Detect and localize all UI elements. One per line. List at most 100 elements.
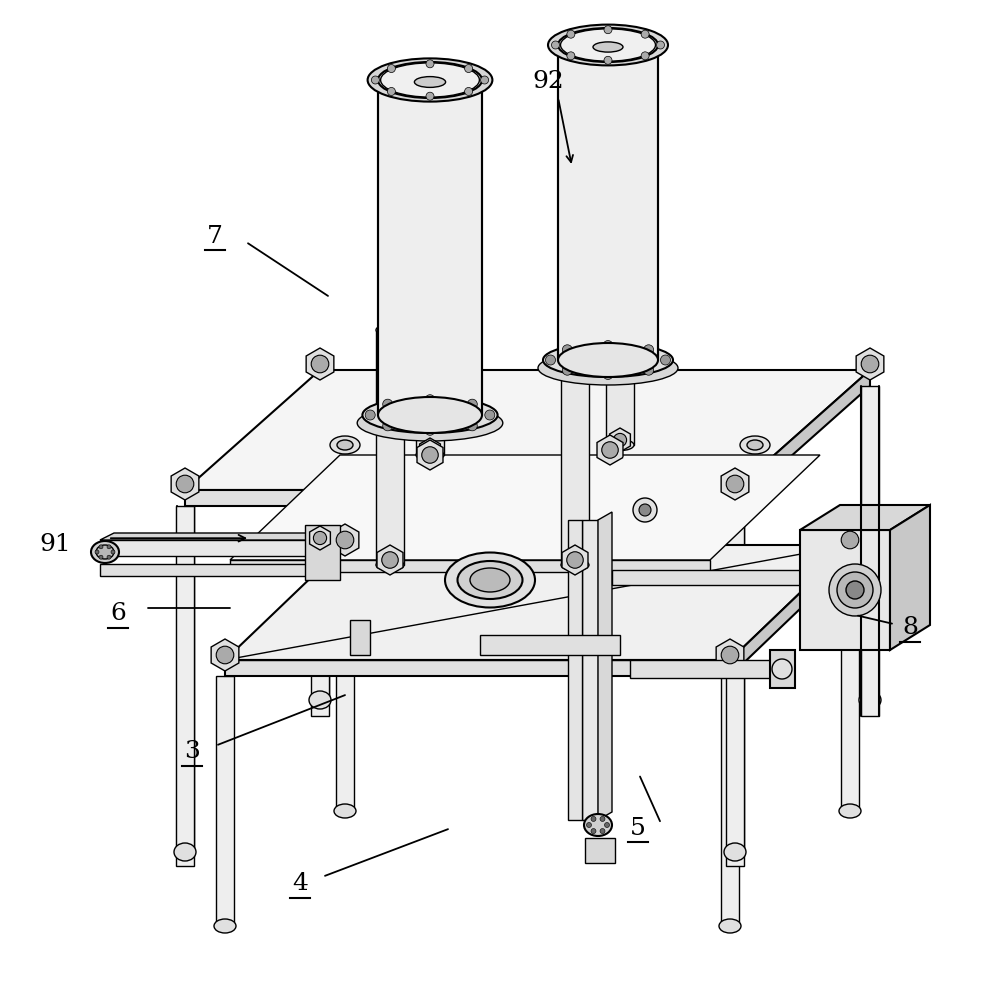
Ellipse shape — [548, 25, 668, 66]
Circle shape — [604, 822, 610, 827]
Circle shape — [336, 531, 354, 549]
Circle shape — [644, 345, 654, 355]
Polygon shape — [890, 505, 930, 650]
Ellipse shape — [470, 568, 510, 592]
Polygon shape — [800, 505, 930, 530]
Bar — [770, 650, 795, 688]
Circle shape — [567, 52, 575, 60]
Circle shape — [644, 365, 654, 375]
Ellipse shape — [416, 450, 444, 461]
Polygon shape — [100, 540, 310, 556]
Ellipse shape — [558, 343, 658, 377]
Text: 3: 3 — [184, 740, 200, 764]
Ellipse shape — [458, 561, 522, 599]
Ellipse shape — [839, 804, 861, 818]
Circle shape — [600, 816, 605, 821]
Polygon shape — [716, 639, 744, 671]
Polygon shape — [378, 80, 482, 415]
Ellipse shape — [376, 325, 404, 336]
Ellipse shape — [724, 843, 746, 861]
Circle shape — [613, 248, 627, 261]
Circle shape — [861, 355, 879, 372]
Circle shape — [95, 550, 99, 554]
Ellipse shape — [368, 59, 492, 101]
Ellipse shape — [381, 63, 479, 97]
Circle shape — [603, 369, 613, 379]
Bar — [585, 838, 615, 863]
Bar — [841, 561, 859, 811]
Polygon shape — [185, 490, 735, 506]
Polygon shape — [420, 253, 440, 277]
Circle shape — [552, 41, 560, 49]
Circle shape — [176, 476, 194, 493]
Ellipse shape — [740, 436, 770, 454]
Ellipse shape — [606, 244, 634, 255]
Bar — [336, 561, 354, 811]
Circle shape — [465, 87, 473, 95]
Circle shape — [383, 421, 393, 431]
Circle shape — [107, 555, 111, 559]
Circle shape — [841, 531, 859, 549]
Circle shape — [481, 76, 489, 84]
Circle shape — [568, 329, 582, 342]
Ellipse shape — [357, 405, 503, 441]
Circle shape — [591, 828, 596, 833]
Circle shape — [383, 329, 397, 342]
Circle shape — [382, 552, 398, 568]
Circle shape — [604, 26, 612, 34]
Circle shape — [726, 476, 744, 493]
Polygon shape — [562, 545, 588, 575]
Text: 92: 92 — [532, 70, 564, 93]
Ellipse shape — [337, 440, 353, 450]
Polygon shape — [598, 512, 612, 820]
Polygon shape — [230, 560, 710, 572]
Ellipse shape — [416, 254, 444, 265]
Ellipse shape — [561, 325, 589, 336]
Polygon shape — [211, 639, 239, 671]
Polygon shape — [565, 323, 585, 347]
Polygon shape — [225, 545, 850, 660]
Circle shape — [99, 555, 103, 559]
Bar — [721, 676, 739, 926]
Circle shape — [656, 41, 664, 49]
Polygon shape — [171, 468, 199, 500]
Circle shape — [107, 545, 111, 549]
Polygon shape — [380, 548, 400, 572]
Ellipse shape — [378, 397, 482, 433]
Ellipse shape — [334, 804, 356, 818]
Polygon shape — [582, 520, 598, 820]
Circle shape — [426, 60, 434, 68]
Circle shape — [467, 399, 477, 409]
Circle shape — [660, 355, 670, 365]
Circle shape — [485, 410, 495, 420]
Bar — [305, 525, 340, 580]
Circle shape — [365, 410, 375, 420]
Circle shape — [465, 65, 473, 72]
Bar — [416, 260, 444, 455]
Circle shape — [423, 258, 437, 272]
Ellipse shape — [606, 439, 634, 451]
Ellipse shape — [378, 62, 482, 98]
Circle shape — [633, 498, 657, 522]
Polygon shape — [856, 348, 884, 380]
Polygon shape — [377, 545, 403, 575]
Circle shape — [562, 345, 572, 355]
Bar — [376, 330, 404, 565]
Ellipse shape — [719, 919, 741, 933]
Circle shape — [216, 646, 234, 663]
Ellipse shape — [584, 814, 612, 836]
Ellipse shape — [558, 28, 658, 62]
Polygon shape — [568, 520, 582, 820]
Circle shape — [387, 87, 395, 95]
Circle shape — [313, 531, 327, 544]
Bar — [630, 660, 770, 678]
Circle shape — [422, 447, 438, 464]
Ellipse shape — [561, 559, 589, 571]
Polygon shape — [565, 548, 585, 572]
Polygon shape — [306, 348, 334, 380]
Circle shape — [568, 553, 582, 567]
Text: 4: 4 — [292, 872, 308, 896]
Circle shape — [423, 444, 437, 457]
Text: 5: 5 — [630, 816, 646, 840]
Circle shape — [383, 553, 397, 567]
